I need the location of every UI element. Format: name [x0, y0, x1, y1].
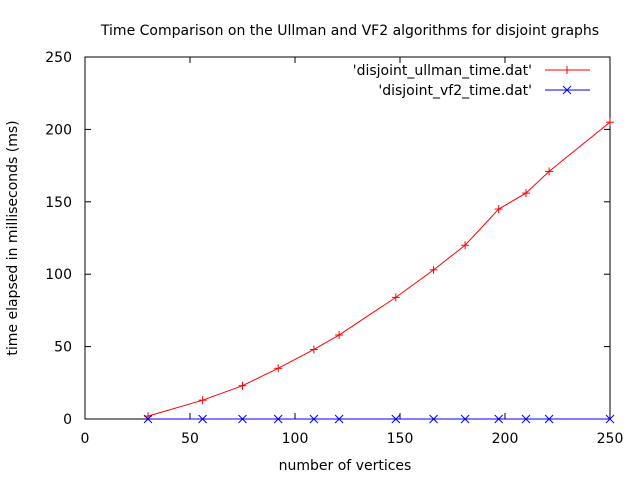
series-2-point — [391, 414, 401, 424]
series-2-point — [309, 414, 319, 424]
series-1-point — [238, 381, 247, 390]
series-2-point — [605, 414, 615, 424]
series-1-point — [198, 396, 207, 405]
series-1-point — [274, 364, 283, 373]
series-line-1 — [147, 121, 611, 417]
series-1-point — [494, 205, 503, 214]
series-1-point — [545, 167, 554, 176]
series-2-point — [198, 414, 207, 424]
x-tick-label: 100 — [282, 431, 309, 447]
x-tick-label: 200 — [492, 431, 519, 447]
legend-label-1: 'disjoint_ullman_time.dat' — [353, 63, 532, 79]
series-2-point — [429, 414, 438, 424]
x-tick-label: 50 — [181, 431, 199, 447]
x-axis-label: number of vertices — [279, 458, 412, 474]
series-2-point — [238, 414, 247, 424]
series-2-point — [334, 414, 344, 424]
x-tick-label: 150 — [387, 431, 414, 447]
series-2-point — [143, 414, 153, 424]
y-tick-label: 150 — [45, 195, 72, 211]
series-group — [143, 118, 615, 424]
series-2-point — [521, 414, 531, 424]
series-2-point — [273, 414, 283, 424]
series-1-point — [606, 118, 614, 127]
y-tick-label: 250 — [45, 50, 72, 66]
y-tick-label: 0 — [63, 412, 72, 428]
x-tick-label: 250 — [597, 431, 624, 447]
y-axis-label: time elapsed in milliseconds (ms) — [5, 120, 21, 355]
series-2-point — [460, 414, 470, 424]
series-1-point — [522, 189, 530, 198]
series-1-point — [309, 345, 318, 354]
y-tick-label: 100 — [45, 267, 72, 283]
legend-marker-1 — [563, 66, 571, 74]
y-tick-label: 200 — [45, 122, 72, 138]
x-tick-label: 0 — [81, 431, 90, 447]
series-1-point — [429, 265, 438, 274]
series-1-point — [391, 293, 400, 302]
series-1-point — [461, 241, 470, 250]
series-2-point — [494, 414, 504, 424]
series-2-point — [544, 414, 554, 424]
legend-marker-2 — [562, 85, 572, 95]
x-ticks: 0 50 100 150 200 250 — [81, 57, 624, 447]
legend-label-2: 'disjoint_vf2_time.dat' — [378, 83, 532, 99]
y-tick-label: 50 — [54, 340, 72, 356]
y-ticks: 0 50 100 150 200 250 — [45, 50, 610, 428]
series-1-point — [335, 331, 344, 340]
chart-title: Time Comparison on the Ullman and VF2 al… — [100, 23, 599, 39]
legend: 'disjoint_ullman_time.dat' 'disjoint_vf2_… — [353, 63, 590, 99]
plot-border — [84, 56, 611, 420]
